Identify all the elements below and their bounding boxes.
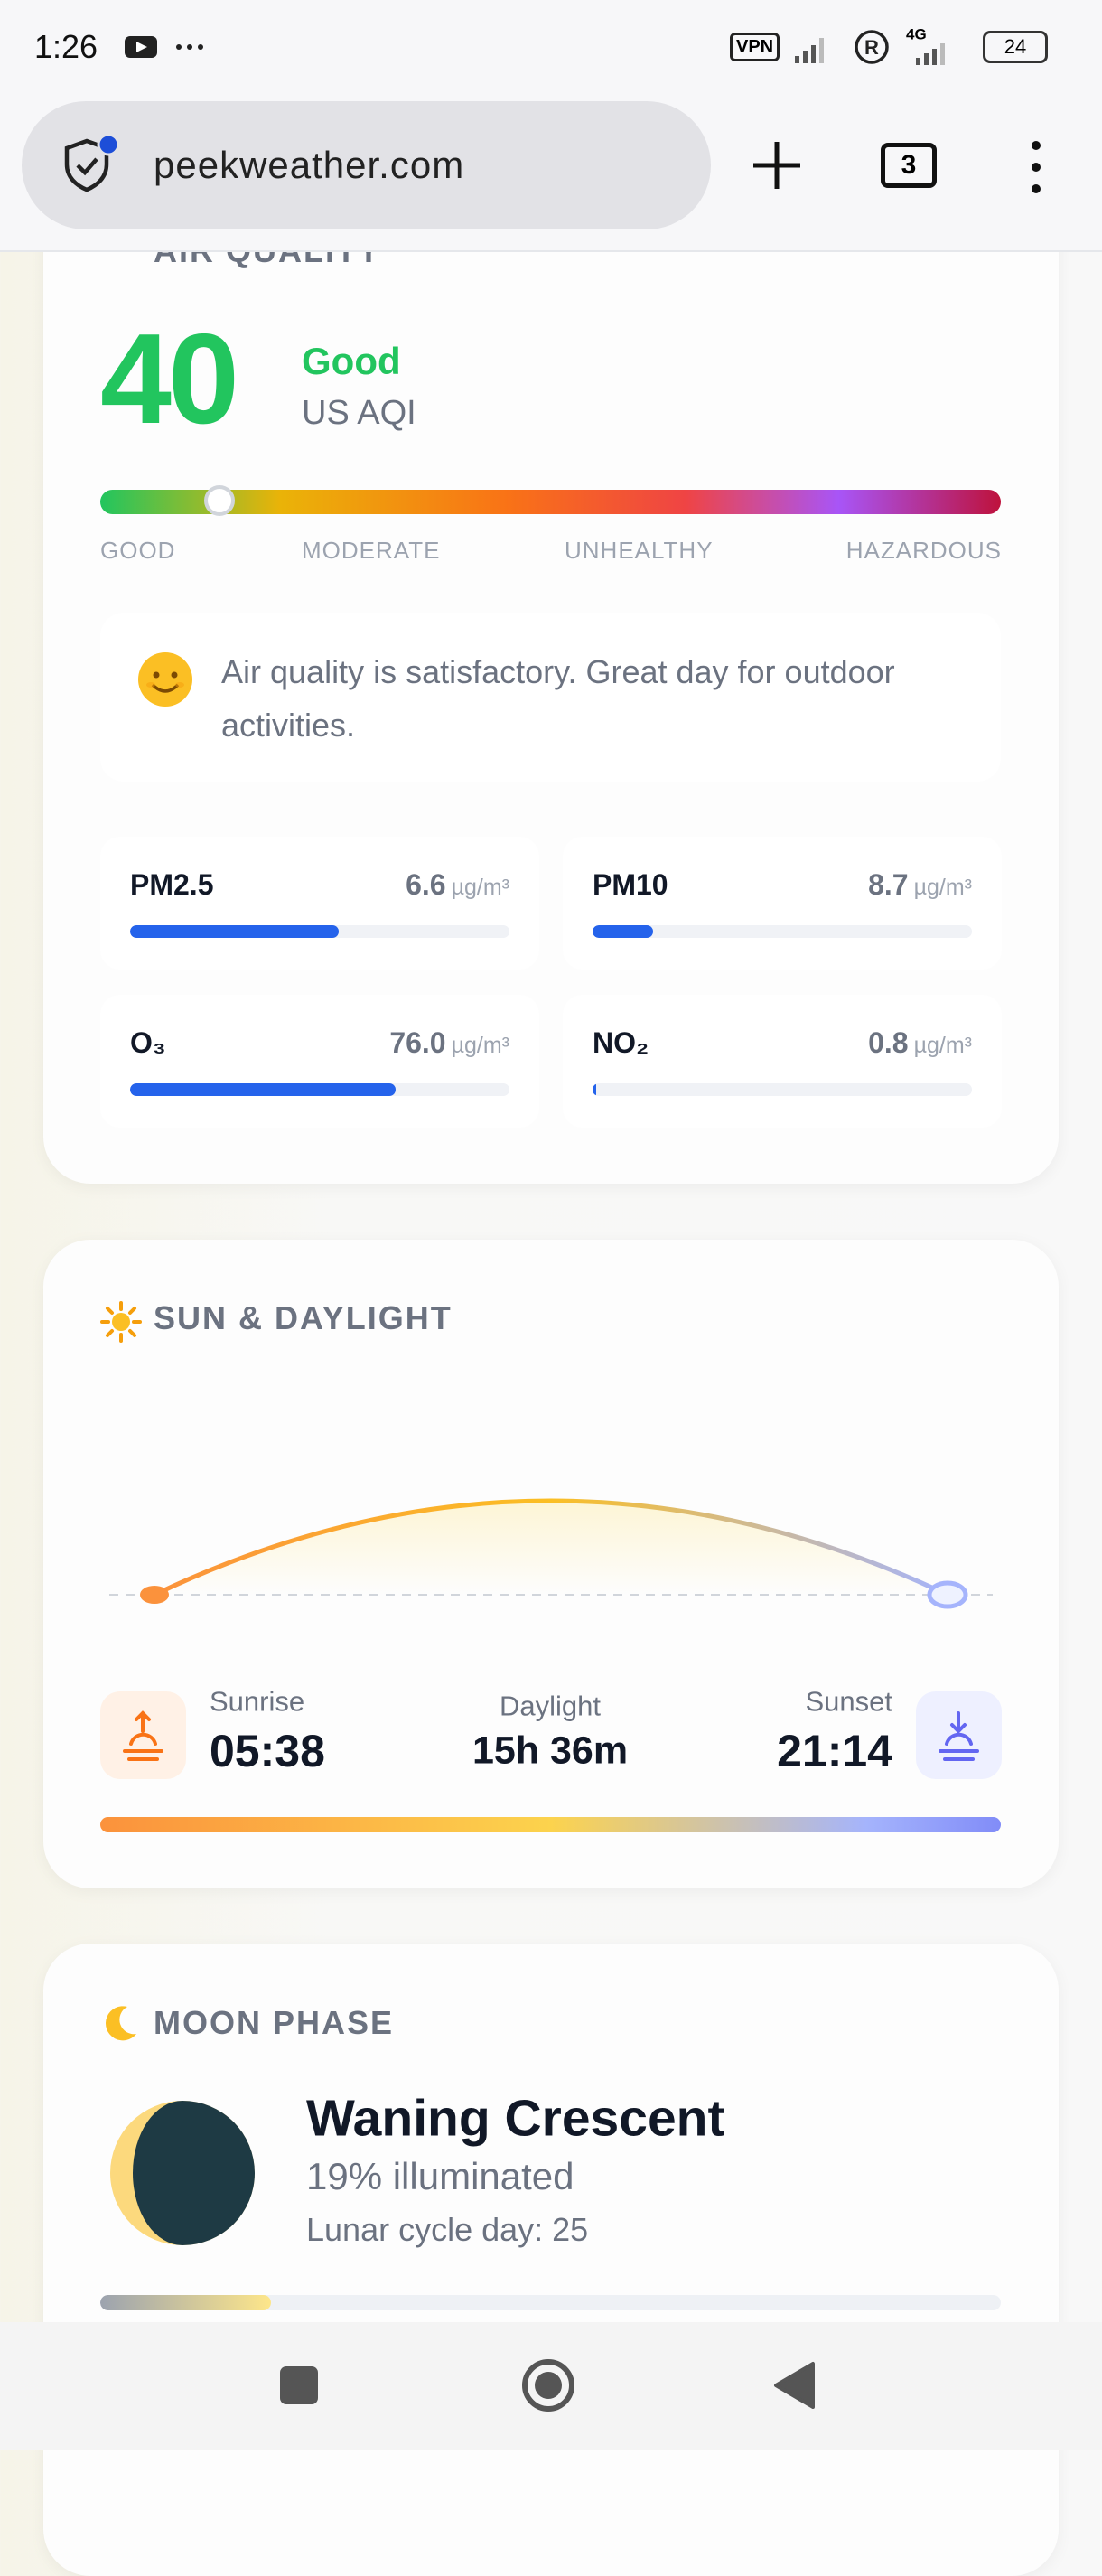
pollutant-unit: µg/m³	[913, 875, 972, 900]
moon-bar-fill	[100, 2295, 272, 2310]
message-text: Air quality is satisfactory. Great day f…	[221, 653, 895, 744]
section-title: SUN & DAYLIGHT	[154, 1299, 453, 1336]
sunset-time: 21:14	[777, 1726, 892, 1776]
network-type: 4G	[906, 25, 927, 43]
signal-4g	[916, 43, 945, 65]
aqi-value: 40	[100, 307, 239, 451]
pollutant-unit: µg/m³	[451, 1033, 509, 1058]
pollutant-fill	[593, 1083, 597, 1096]
section-title: MOON PHASE	[154, 2004, 395, 2041]
pollutant-unit: µg/m³	[451, 875, 509, 900]
pollutant-track	[593, 925, 972, 938]
pollutant-tile: PM2.5 6.6 µg/m³	[100, 837, 539, 970]
battery: 24	[983, 31, 1048, 63]
home-button[interactable]	[520, 2357, 576, 2413]
svg-text:R: R	[864, 36, 879, 59]
pollutant-name: PM2.5	[130, 868, 214, 901]
sunrise-label: Sunrise	[210, 1685, 305, 1718]
status-icons-left	[125, 36, 203, 58]
pollutant-value: 6.6	[406, 868, 446, 901]
daylight-duration: 15h 36m	[472, 1728, 629, 1773]
scale-label: GOOD	[100, 537, 176, 564]
daylight-bar	[100, 1817, 1001, 1832]
daylight-label: Daylight	[500, 1690, 601, 1722]
moon-bar	[100, 2295, 1001, 2310]
sunset-label: Sunset	[805, 1685, 892, 1718]
smile-emoji	[138, 652, 192, 707]
pollutant-reading: 76.0 µg/m³	[389, 1028, 509, 1057]
sunrise-icon	[100, 1691, 186, 1779]
aqi-scale: US AQI	[302, 394, 416, 432]
moon-emoji	[106, 2006, 136, 2041]
sun-card: SUN & DAYLIGHT Sunrise 05:38 Daylight 15…	[43, 1240, 1059, 1888]
air-quality-card: AIR QUALITY 40 Good US AQI GOOD MODERATE…	[43, 163, 1059, 1184]
url-text: peekweather.com	[154, 144, 465, 186]
tab-count-button[interactable]: 3	[881, 143, 937, 188]
moon-cycle-day: Lunar cycle day: 25	[306, 2211, 589, 2248]
scale-label: HAZARDOUS	[845, 537, 1002, 564]
moon-graphic	[110, 2101, 255, 2245]
page: {"status_bar":{"time":"1:26","vpn":"VPN"…	[0, 0, 1102, 2450]
pollutant-value: 0.8	[868, 1026, 909, 1059]
recents-button[interactable]	[278, 2365, 320, 2406]
pollutant-reading: 0.8 µg/m³	[868, 1028, 972, 1057]
signal-icons: R	[795, 30, 889, 64]
pollutant-name: NO₂	[593, 1026, 649, 1059]
pollutant-fill	[130, 1083, 396, 1096]
pollutant-track	[130, 1083, 509, 1096]
pollutant-reading: 8.7 µg/m³	[868, 870, 972, 899]
vpn-icon: VPN	[730, 33, 780, 61]
url-bar[interactable]: peekweather.com	[22, 101, 711, 229]
status-time: 1:26	[34, 28, 98, 65]
scale-label: MODERATE	[302, 537, 441, 564]
browser-header: 1:26 VPN R 4G 24 peekweather.com 3	[0, 0, 1102, 252]
sunrise-time: 05:38	[210, 1726, 325, 1776]
scale-label: UNHEALTHY	[565, 537, 714, 564]
pollutant-tile: NO₂ 0.8 µg/m³	[563, 995, 1002, 1128]
pollutant-track	[130, 925, 509, 938]
pollutant-value: 8.7	[868, 868, 909, 901]
aqi-level: Good	[302, 340, 401, 382]
menu-button[interactable]	[1025, 140, 1047, 194]
pollutant-reading: 6.6 µg/m³	[406, 870, 509, 899]
back-button[interactable]	[773, 2361, 817, 2410]
pollutant-value: 76.0	[389, 1026, 446, 1059]
pollutant-name: O₃	[130, 1026, 166, 1059]
security-icon	[64, 134, 120, 192]
pollutant-tile: O₃ 76.0 µg/m³	[100, 995, 539, 1128]
pollutant-tile: PM10 8.7 µg/m³	[563, 837, 1002, 970]
navigation-bar	[0, 2322, 1102, 2450]
moon-phase: Waning Crescent	[306, 2089, 725, 2148]
pollutant-name: PM10	[593, 868, 668, 901]
moon-illumination: 19% illuminated	[306, 2155, 574, 2197]
pollutant-unit: µg/m³	[913, 1033, 972, 1058]
pollutant-fill	[593, 925, 654, 938]
sun-arc	[109, 1498, 993, 1609]
message-box: Air quality is satisfactory. Great day f…	[100, 613, 1001, 782]
aqi-gradient-bar	[100, 490, 1001, 514]
new-tab-button[interactable]	[750, 138, 804, 192]
sunset-icon	[916, 1691, 1002, 1779]
screen: AIR QUALITY 40 Good US AQI GOOD MODERATE…	[0, 0, 1102, 2450]
aqi-indicator	[204, 485, 235, 516]
moon-card: MOON PHASE Waning Crescent 19% illuminat…	[43, 1944, 1059, 2576]
sun-emoji	[100, 1301, 142, 1343]
pollutant-track	[593, 1083, 972, 1096]
pollutant-fill	[130, 925, 339, 938]
